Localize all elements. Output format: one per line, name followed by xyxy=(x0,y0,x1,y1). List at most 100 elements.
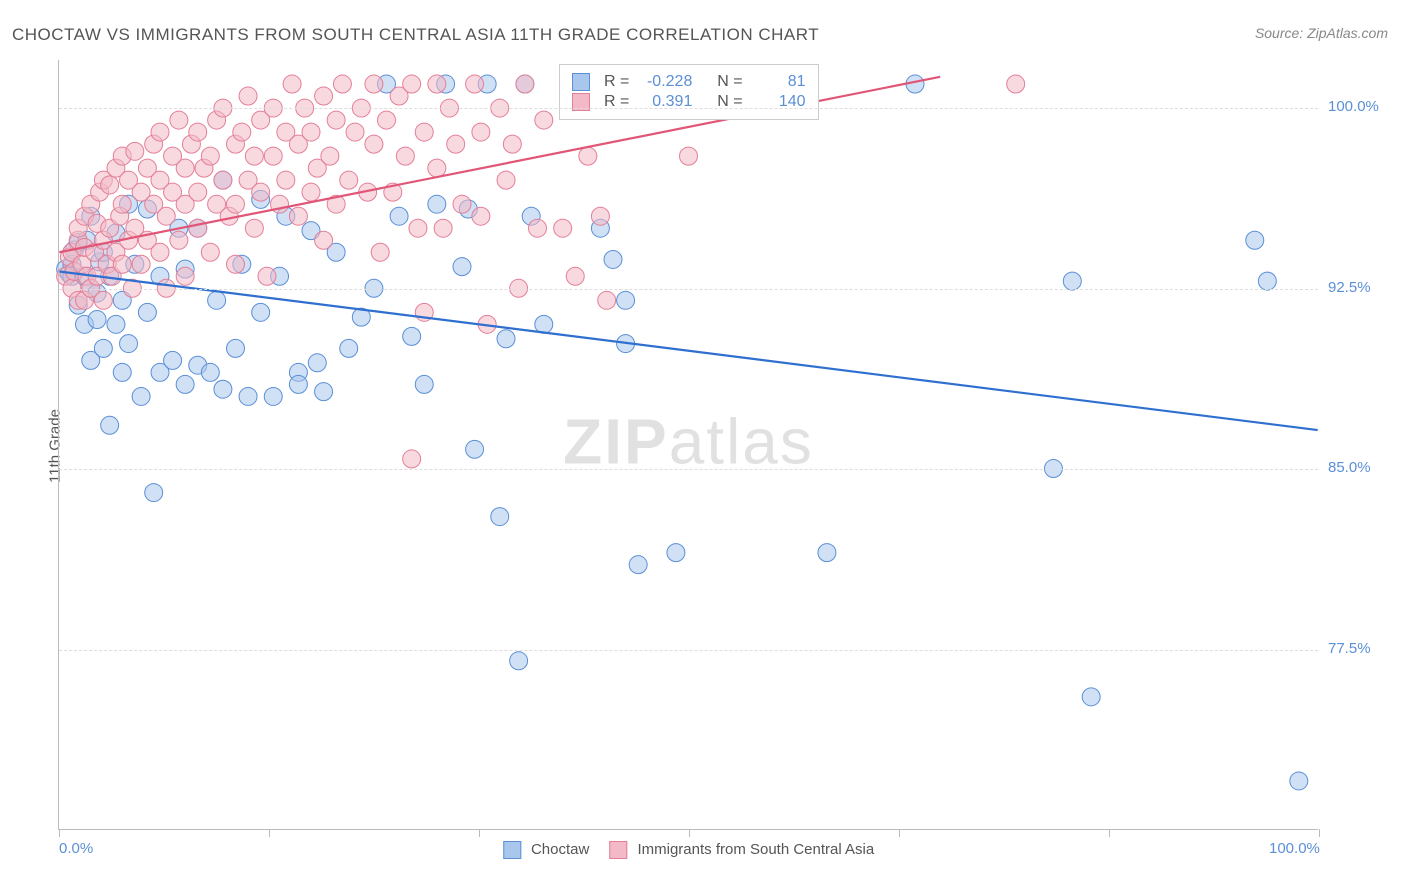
data-point xyxy=(201,363,219,381)
data-point xyxy=(302,123,320,141)
data-point xyxy=(88,311,106,329)
data-point xyxy=(258,267,276,285)
data-point xyxy=(264,147,282,165)
data-point xyxy=(239,387,257,405)
data-point xyxy=(245,147,263,165)
data-point xyxy=(428,195,446,213)
data-point xyxy=(409,219,427,237)
stat-R-value-1: -0.228 xyxy=(637,73,692,91)
data-point xyxy=(510,652,528,670)
data-point xyxy=(365,135,383,153)
data-point xyxy=(283,75,301,93)
data-point xyxy=(208,291,226,309)
data-point xyxy=(365,75,383,93)
data-point xyxy=(107,315,125,333)
gridline xyxy=(59,108,1318,109)
data-point xyxy=(189,219,207,237)
data-point xyxy=(145,484,163,502)
y-tick-label: 77.5% xyxy=(1328,640,1388,657)
data-point xyxy=(818,544,836,562)
x-tick xyxy=(899,829,900,837)
data-point xyxy=(680,147,698,165)
data-point xyxy=(176,159,194,177)
data-point xyxy=(340,339,358,357)
data-point xyxy=(579,147,597,165)
data-point xyxy=(189,123,207,141)
data-point xyxy=(189,183,207,201)
legend-swatch-2 xyxy=(609,841,627,859)
legend-item-2: Immigrants from South Central Asia xyxy=(609,841,874,859)
data-point xyxy=(264,387,282,405)
data-point xyxy=(396,147,414,165)
data-point xyxy=(466,440,484,458)
data-point xyxy=(289,207,307,225)
data-point xyxy=(390,207,408,225)
data-point xyxy=(604,250,622,268)
data-point xyxy=(327,111,345,129)
data-point xyxy=(434,219,452,237)
legend-swatch-series1 xyxy=(572,73,590,91)
legend-label-2: Immigrants from South Central Asia xyxy=(637,841,874,858)
data-point xyxy=(503,135,521,153)
data-point xyxy=(277,171,295,189)
trend-line xyxy=(59,271,1317,430)
data-point xyxy=(566,267,584,285)
data-point xyxy=(428,159,446,177)
chart-title: CHOCTAW VS IMMIGRANTS FROM SOUTH CENTRAL… xyxy=(12,25,819,45)
data-point xyxy=(447,135,465,153)
data-point xyxy=(239,87,257,105)
stats-legend-box: R = -0.228 N = 81 R = 0.391 N = 140 xyxy=(559,64,819,120)
x-tick xyxy=(1109,829,1110,837)
data-point xyxy=(472,207,490,225)
data-point xyxy=(315,383,333,401)
data-point xyxy=(227,195,245,213)
data-point xyxy=(1258,272,1276,290)
data-point xyxy=(164,351,182,369)
source-attribution: Source: ZipAtlas.com xyxy=(1255,25,1388,41)
data-point xyxy=(302,183,320,201)
scatter-plot-svg xyxy=(59,60,1318,829)
data-point xyxy=(535,315,553,333)
data-point xyxy=(472,123,490,141)
data-point xyxy=(315,231,333,249)
gridline xyxy=(59,289,1318,290)
data-point xyxy=(132,387,150,405)
data-point xyxy=(138,303,156,321)
data-point xyxy=(101,416,119,434)
x-tick xyxy=(689,829,690,837)
data-point xyxy=(157,207,175,225)
data-point xyxy=(333,75,351,93)
data-point xyxy=(113,363,131,381)
stats-row-series1: R = -0.228 N = 81 xyxy=(572,73,806,91)
legend-swatch-1 xyxy=(503,841,521,859)
data-point xyxy=(113,255,131,273)
data-point xyxy=(415,123,433,141)
data-point xyxy=(120,335,138,353)
data-point xyxy=(1082,688,1100,706)
x-tick-label: 100.0% xyxy=(1269,840,1320,857)
stat-R-label: R = xyxy=(604,73,629,91)
legend-item-1: Choctaw xyxy=(503,841,590,859)
data-point xyxy=(453,195,471,213)
data-point xyxy=(289,375,307,393)
data-point xyxy=(170,111,188,129)
data-point xyxy=(591,207,609,225)
data-point xyxy=(227,255,245,273)
data-point xyxy=(113,195,131,213)
data-point xyxy=(1063,272,1081,290)
y-tick-label: 100.0% xyxy=(1328,98,1388,115)
data-point xyxy=(535,111,553,129)
data-point xyxy=(201,243,219,261)
y-tick-label: 92.5% xyxy=(1328,279,1388,296)
data-point xyxy=(321,147,339,165)
data-point xyxy=(516,75,534,93)
x-tick xyxy=(479,829,480,837)
data-point xyxy=(466,75,484,93)
data-point xyxy=(340,171,358,189)
data-point xyxy=(529,219,547,237)
data-point xyxy=(415,375,433,393)
data-point xyxy=(598,291,616,309)
x-tick xyxy=(269,829,270,837)
stat-N-label: N = xyxy=(717,73,742,91)
data-point xyxy=(214,380,232,398)
